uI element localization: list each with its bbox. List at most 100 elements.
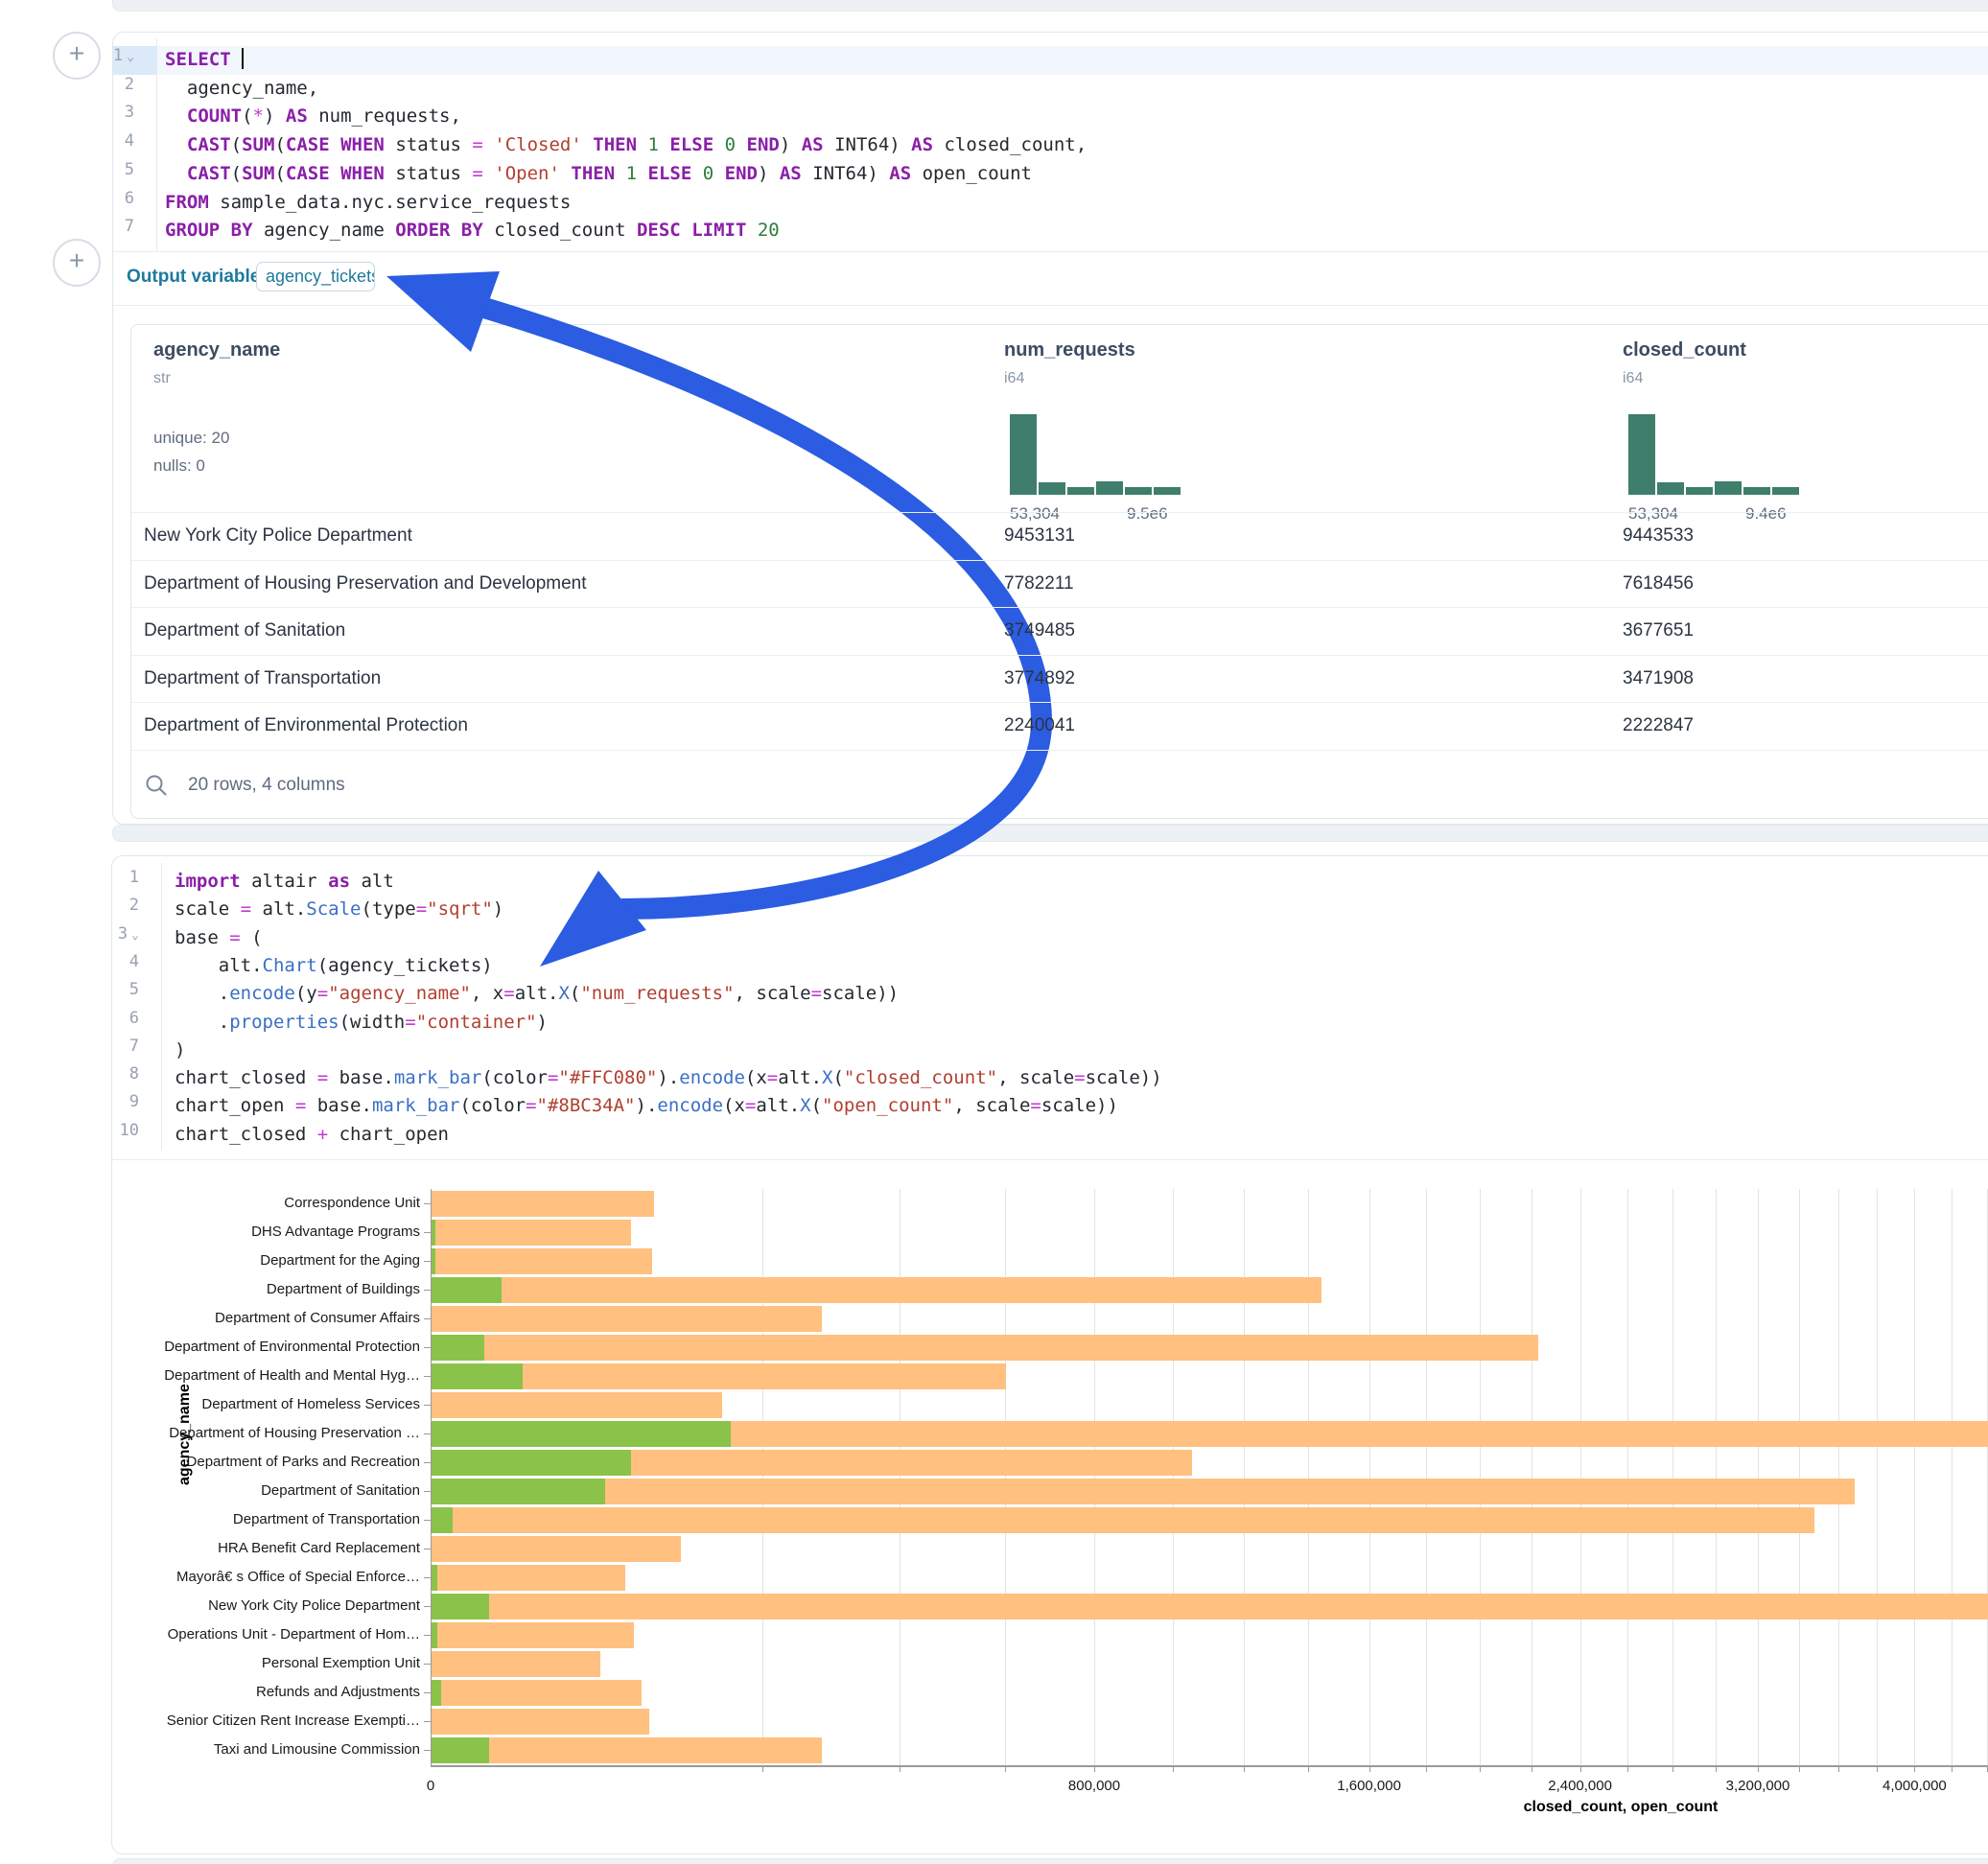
table-cell[interactable]: 7782211 (1004, 572, 1074, 594)
code-line[interactable]: GROUP BY agency_name ORDER BY closed_cou… (165, 217, 780, 245)
table-cell[interactable]: 7618456 (1623, 572, 1694, 594)
line-number: 5 (129, 980, 139, 1000)
code-token: mark_bar (371, 1095, 460, 1117)
table-cell[interactable]: 2222847 (1623, 715, 1694, 736)
code-token (165, 105, 187, 127)
table-cell[interactable]: 9443533 (1623, 525, 1694, 546)
code-line[interactable]: .properties(width="container") (175, 1009, 548, 1037)
bar-closed-count[interactable] (432, 1219, 631, 1246)
code-token: import (175, 871, 241, 892)
bar-open-count[interactable] (432, 1449, 631, 1476)
table-cell[interactable]: 2240041 (1004, 715, 1075, 736)
bar-open-count[interactable] (432, 1564, 437, 1591)
code-line[interactable]: SELECT (165, 46, 245, 74)
bar-closed-count[interactable] (432, 1535, 682, 1562)
code-token: INT64) (801, 162, 890, 184)
code-line[interactable]: chart_closed = base.mark_bar(color="#FFC… (175, 1064, 1162, 1092)
bar-open-count[interactable] (432, 1276, 503, 1303)
code-line[interactable]: chart_closed + chart_open (175, 1121, 449, 1149)
code-line[interactable]: chart_open = base.mark_bar(color="#8BC34… (175, 1092, 1118, 1120)
bar-closed-count[interactable] (432, 1305, 822, 1332)
bar-closed-count[interactable] (432, 1506, 1814, 1533)
bar-open-count[interactable] (432, 1219, 436, 1246)
table-cell[interactable]: Department of Housing Preservation and D… (144, 572, 587, 594)
code-line[interactable]: .encode(y="agency_name", x=alt.X("num_re… (175, 980, 899, 1008)
table-cell[interactable]: Department of Transportation (144, 667, 382, 688)
bar-closed-count[interactable] (432, 1247, 652, 1274)
code-token: ). (635, 1095, 658, 1117)
x-axis-tick-label: 1,600,000 (1337, 1778, 1401, 1794)
code-line[interactable]: CAST(SUM(CASE WHEN status = 'Open' THEN … (165, 160, 1032, 188)
bar-closed-count[interactable] (432, 1478, 1855, 1504)
table-cell[interactable]: 3677651 (1623, 620, 1694, 641)
table-cell[interactable]: New York City Police Department (144, 525, 412, 546)
y-axis-tick (424, 1290, 431, 1291)
x-axis-tick (1626, 1765, 1628, 1772)
bar-closed-count[interactable] (432, 1276, 1322, 1303)
bar-closed-count[interactable] (432, 1363, 1007, 1389)
bar-open-count[interactable] (432, 1420, 732, 1447)
code-line[interactable]: ) (175, 1037, 185, 1064)
column-header-agency_name[interactable]: agency_name (153, 339, 281, 361)
code-token: (width (339, 1011, 406, 1033)
bar-closed-count[interactable] (432, 1621, 634, 1648)
code-token: END (724, 162, 758, 184)
bar-open-count[interactable] (432, 1247, 436, 1274)
bar-open-count[interactable] (432, 1679, 441, 1706)
code-token: = (744, 1095, 757, 1117)
table-cell[interactable]: Department of Environmental Protection (144, 715, 468, 736)
column-header-closed_count[interactable]: closed_count (1623, 339, 1746, 361)
search-icon[interactable] (144, 773, 169, 798)
bar-closed-count[interactable] (432, 1593, 1988, 1619)
bar-open-count[interactable] (432, 1506, 453, 1533)
bar-open-count[interactable] (432, 1621, 437, 1648)
bar-closed-count[interactable] (432, 1679, 642, 1706)
code-line[interactable]: alt.Chart(agency_tickets) (175, 952, 493, 980)
code-token: 1 (647, 134, 659, 156)
bar-closed-count[interactable] (432, 1736, 822, 1763)
code-line[interactable]: agency_name, (165, 75, 318, 103)
bar-closed-count[interactable] (432, 1391, 722, 1418)
code-line[interactable]: base = ( (175, 924, 263, 952)
fold-chevron-icon[interactable]: ⌄ (131, 927, 139, 943)
bar-open-count[interactable] (432, 1363, 523, 1389)
add-cell-button-middle[interactable]: + (53, 239, 101, 287)
y-axis-tick (424, 1750, 431, 1751)
bar-closed-count[interactable] (432, 1564, 625, 1591)
sql-editor-divider (113, 251, 1988, 252)
code-line[interactable]: scale = alt.Scale(type="sqrt") (175, 896, 503, 923)
y-axis-label: Refunds and Adjustments (256, 1684, 420, 1700)
histogram-max-label: 9.4e6 (1745, 504, 1787, 523)
bar-closed-count[interactable] (432, 1190, 655, 1217)
bar-open-count[interactable] (432, 1334, 484, 1361)
line-number: 8 (129, 1064, 139, 1084)
table-cell[interactable]: 3774892 (1004, 667, 1075, 688)
table-cell[interactable]: 3749485 (1004, 620, 1075, 641)
add-cell-button-top[interactable]: + (53, 32, 101, 80)
bar-open-count[interactable] (432, 1736, 489, 1763)
x-axis-tick (1005, 1765, 1007, 1772)
code-line[interactable]: FROM sample_data.nyc.service_requests (165, 189, 571, 217)
code-line[interactable]: COUNT(*) AS num_requests, (165, 103, 461, 130)
fold-chevron-icon[interactable]: ⌄ (127, 50, 134, 64)
table-cell[interactable]: Department of Sanitation (144, 620, 346, 641)
bar-open-count[interactable] (432, 1593, 489, 1619)
table-row-divider (131, 607, 1988, 608)
table-cell[interactable]: 9453131 (1004, 525, 1075, 546)
table-cell[interactable]: 3471908 (1623, 667, 1694, 688)
code-token: closed_count (482, 220, 637, 242)
bar-open-count[interactable] (432, 1478, 606, 1504)
code-token: (color (481, 1067, 548, 1089)
bar-closed-count[interactable] (432, 1650, 601, 1677)
code-token: base (175, 926, 230, 948)
column-header-num_requests[interactable]: num_requests (1004, 339, 1135, 361)
code-token: = (316, 983, 329, 1005)
bar-closed-count[interactable] (432, 1334, 1538, 1361)
code-line[interactable]: import altair as alt (175, 868, 394, 896)
x-axis-tick (1672, 1765, 1673, 1772)
output-variable-pill[interactable]: agency_tickets (256, 262, 375, 291)
code-line[interactable]: CAST(SUM(CASE WHEN status = 'Closed' THE… (165, 131, 1087, 159)
code-token: INT64) (823, 134, 912, 156)
bar-closed-count[interactable] (432, 1708, 649, 1735)
code-token (220, 220, 230, 241)
